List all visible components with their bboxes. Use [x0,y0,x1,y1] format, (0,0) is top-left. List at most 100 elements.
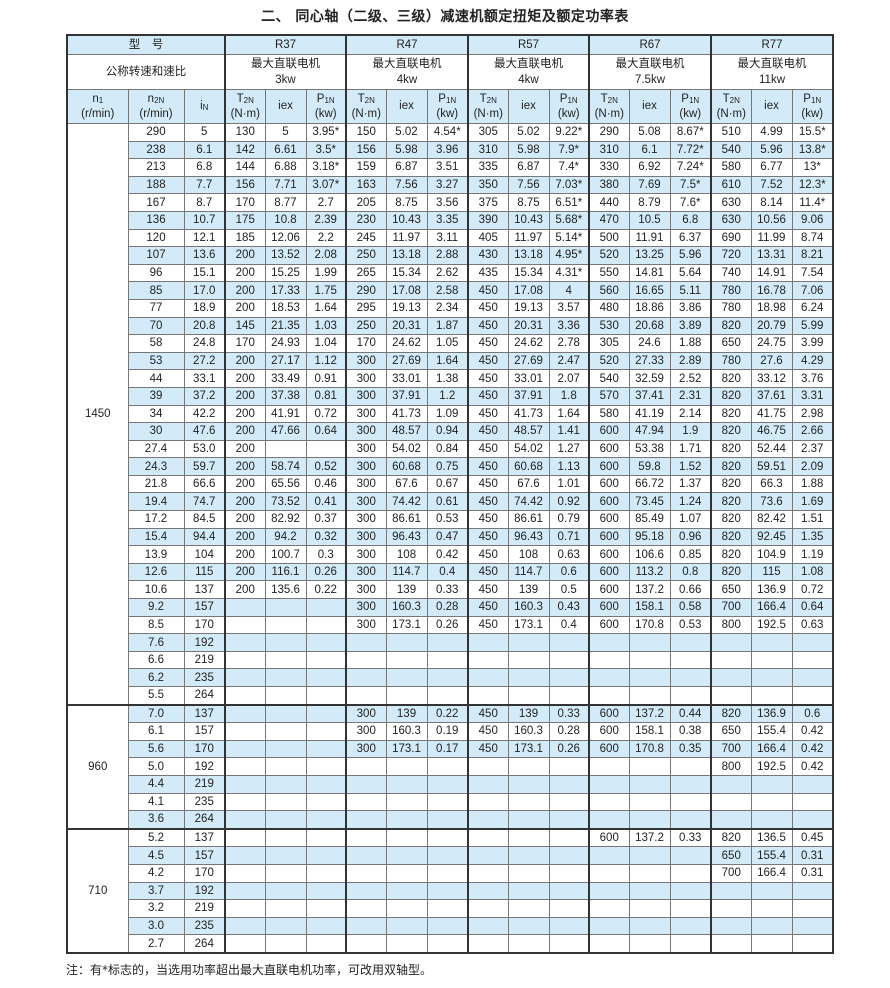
cell-t2n: 300 [345,527,387,547]
cell-t2n: 800 [710,757,752,776]
cell-t2n: 720 [710,246,752,265]
cell-iex: 32.59 [628,369,671,388]
cell-iex [507,792,550,812]
cell-p1n: 3.86 [669,298,712,318]
cell-p1n [548,899,590,918]
cell-t2n [467,774,509,794]
cell-t2n [710,899,752,918]
cell-p1n: 0.61 [426,492,469,512]
cell-t2n: 450 [467,298,509,318]
cell-iex: 18.98 [750,298,793,318]
cell-p1n: 0.72 [791,580,834,600]
cell-p1n [305,881,347,901]
motor-label: 最大直联电机 [737,58,807,70]
cell-in: 13.6 [183,246,226,265]
cell-t2n: 510 [710,123,752,142]
cell-iex: 24.75 [750,334,793,353]
symbol: T [722,92,730,105]
cell-t2n: 600 [588,703,630,724]
cell-p1n: 2.58 [426,281,469,300]
cell-n2n: 15.4 [127,527,185,547]
cell-iex: 155.4 [750,722,793,741]
cell-p1n: 7.5* [669,175,712,195]
table-row: 27.4 53.0 200 300 54.02 0.84 450 54.02 1.27 600 53… [67,439,834,459]
cell-iex [628,810,671,830]
cell-p1n: 0.79 [548,510,590,529]
cell-p1n: 3.51 [426,158,469,177]
cell-p1n [305,615,347,635]
table-row: 6.2 235 [67,668,834,687]
header-model-row: 型 号 R37 R47 R57 R67 R77 [66,34,834,55]
cell-t2n [345,934,387,954]
model-name: R77 [710,34,834,55]
col-iex: iex [507,89,550,124]
cell-iex: 10.43 [507,210,550,230]
subscript: 1 [98,95,104,105]
table-row: 85 17.0 200 17.33 1.75 290 17.08 2.58 450 17.08 4 5… [67,281,834,300]
cell-t2n [345,792,387,812]
cell-in: 12.1 [183,228,226,248]
cell-p1n: 1.2 [426,386,469,406]
cell-p1n [426,916,469,936]
cell-p1n: 7.4* [548,158,590,177]
symbol: P [559,92,568,105]
table-row: 4.5 157 650 155.4 0.31 [67,846,834,865]
cell-t2n [467,934,509,954]
cell-p1n: 2.09 [791,457,834,476]
cell-t2n: 580 [588,404,630,424]
cell-p1n: 0.26 [305,562,347,582]
cell-in: 137 [183,703,226,724]
cell-p1n: 0.81 [305,386,347,406]
cell-iex [750,685,793,706]
cell-t2n [588,633,630,652]
cell-iex [628,668,671,687]
cell-t2n: 580 [710,158,752,177]
cell-t2n: 200 [224,298,266,318]
cell-t2n [588,757,630,776]
cell-iex [750,792,793,812]
cell-t2n: 650 [710,580,752,600]
unit: (r/min) [81,107,115,120]
cell-n2n: 24.3 [127,457,185,476]
cell-t2n: 780 [710,281,752,300]
cell-t2n: 600 [588,615,630,635]
cell-iex [507,757,550,776]
cell-n2n: 120 [127,228,185,248]
cell-iex: 6.77 [750,158,793,177]
cell-p1n: 6.51* [548,193,590,212]
cell-t2n: 630 [710,210,752,230]
cell-iex: 5.02 [385,123,428,142]
cell-iex: 7.56 [385,175,428,195]
cell-n2n: 9.2 [127,598,185,617]
cell-iex: 5.98 [507,140,550,160]
cell-in: 235 [183,792,226,812]
cell-t2n: 450 [467,492,509,512]
subscript: 1N [567,95,578,105]
cell-iex [628,863,671,883]
cell-iex: 108 [507,545,550,564]
cell-p1n: 1.64 [305,298,347,318]
cell-iex: 6.87 [507,158,550,177]
cell-t2n: 780 [710,298,752,318]
table-row: 12.6 115 200 116.1 0.26 300 114.7 0.4 450 114.7 0.… [67,562,834,582]
table-row: 5.6 170 300 173.1 0.17 450 173.1 0.26 600 170.8 0.… [67,739,834,759]
cell-t2n: 780 [710,351,752,371]
cell-p1n [669,774,712,794]
subscript: 2N [486,95,497,105]
cell-p1n: 1.71 [669,439,712,459]
cell-in: 84.5 [183,510,226,529]
cell-iex: 155.4 [750,846,793,865]
symbol: T [236,92,244,105]
cell-t2n: 450 [467,527,509,547]
cell-t2n: 450 [467,316,509,336]
cell-iex: 24.93 [264,334,307,353]
model-label: 型 号 [66,34,226,55]
cell-iex: 10.5 [628,210,671,230]
cell-iex: 59.51 [750,457,793,476]
cell-t2n: 350 [467,175,509,195]
table-row: 3.6 264 [67,810,834,830]
table-row: 1450 290 5 130 5 3.95* 150 5.02 4.54* 305 5.02 9.22… [66,122,834,706]
cell-iex [750,916,793,936]
cell-t2n: 480 [588,298,630,318]
cell-t2n: 450 [467,562,509,582]
